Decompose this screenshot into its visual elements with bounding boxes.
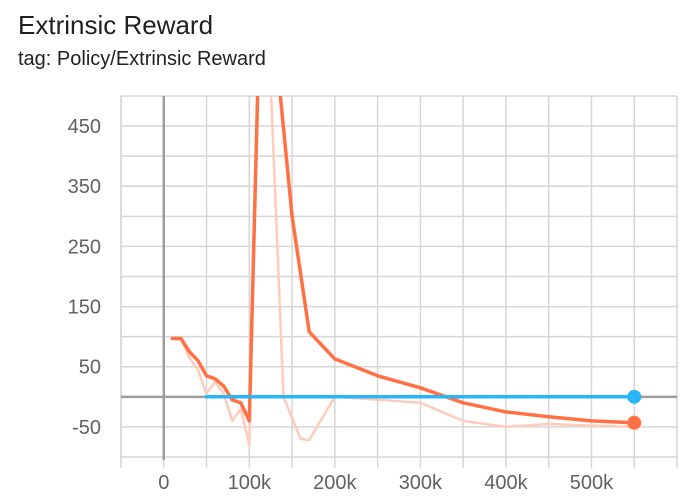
series-0-raw-line	[172, 96, 635, 447]
x-tick-label: 0	[158, 472, 169, 494]
chart-title: Extrinsic Reward	[18, 10, 214, 40]
y-tick-label: 350	[68, 176, 101, 198]
y-tick-label: 450	[68, 116, 101, 138]
y-tick-label: 250	[68, 236, 101, 258]
series-markers	[627, 389, 642, 430]
y-tick-label: 50	[79, 357, 101, 379]
series-layer	[170, 96, 636, 447]
x-tick-label: 100k	[228, 472, 272, 494]
tick-labels: 450 350 250 150 50 -50 0 100k 200k 300k 400k 500k	[68, 116, 615, 494]
grid-lines	[120, 95, 678, 468]
x-tick-label: 400k	[484, 472, 528, 494]
y-tick-label: 150	[68, 297, 101, 319]
series-0-end-marker	[627, 415, 642, 430]
x-tick-label: 500k	[570, 472, 614, 494]
chart-tag: tag: Policy/Extrinsic Reward	[18, 48, 266, 70]
y-tick-label: -50	[72, 417, 101, 439]
series-0-line	[170, 96, 636, 425]
series-1-end-marker	[627, 389, 642, 404]
x-tick-label: 200k	[313, 472, 357, 494]
x-tick-label: 300k	[399, 472, 443, 494]
zero-axes	[121, 96, 677, 460]
